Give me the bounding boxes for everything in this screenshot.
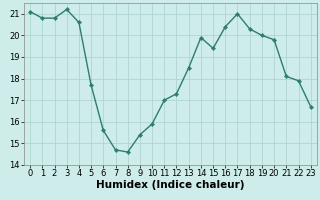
X-axis label: Humidex (Indice chaleur): Humidex (Indice chaleur): [96, 180, 245, 190]
